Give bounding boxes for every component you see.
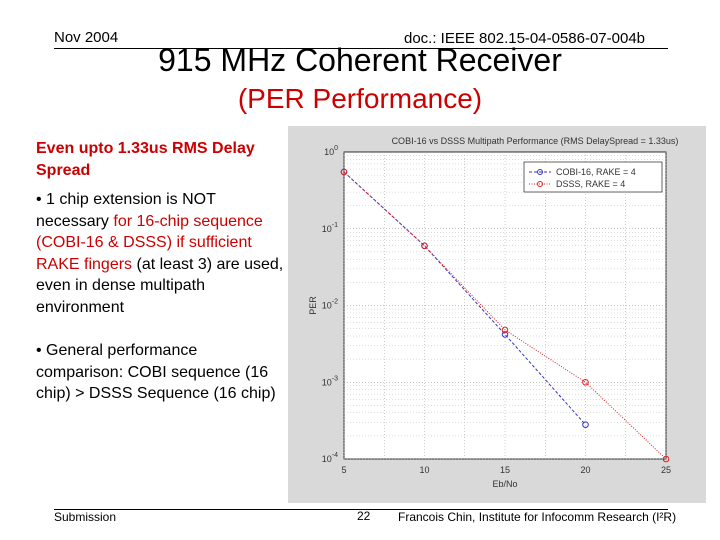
- slide-subtitle: (PER Performance): [237, 83, 483, 114]
- footer-submission: Submission: [54, 510, 117, 524]
- y-tick-label: 100: [324, 145, 338, 157]
- x-tick-label: 5: [341, 465, 346, 475]
- header-doc-id: doc.: IEEE 802.15-04-0586-07-004b: [404, 30, 646, 47]
- footer-author: Francois Chin, Institute for Infocomm Re…: [398, 510, 677, 524]
- data-point-cobi: [501, 331, 509, 338]
- data-point-dsss: [340, 168, 348, 176]
- y-tick-label: 10-1: [322, 222, 338, 234]
- bullet-rake-part-b: for 16-chip sequence (COBI-16 & DSSS): [36, 212, 263, 252]
- legend-label: DSSS, RAKE = 4: [556, 179, 625, 189]
- legend-swatch-marker: [537, 181, 543, 187]
- per-chart: 5 10 15 20 25 100 10-1 10-2 10-3 10-4 COBI-16 vs D…: [308, 136, 679, 489]
- x-tick-label: 20: [580, 465, 590, 475]
- data-point-dsss: [421, 242, 428, 250]
- data-point-dsss: [501, 326, 509, 334]
- data-point-cobi: [582, 421, 589, 428]
- footer-page-number: 22: [357, 509, 371, 523]
- x-tick-label: 15: [500, 465, 510, 475]
- bullet-rake-part-c: if sufficient RAKE fingers: [36, 234, 252, 273]
- bullet-rake: • 1 chip extension is NOT necessary for …: [36, 189, 286, 318]
- chart-title: COBI-16 vs DSSS Multipath Performance (R…: [392, 136, 679, 146]
- x-tick-label: 25: [661, 465, 671, 475]
- x-axis-label: Eb/No: [492, 479, 517, 489]
- bullet-text-block: Even upto 1.33us RMS Delay Spread • 1 ch…: [36, 138, 286, 427]
- series-line-dsss: [343, 171, 667, 460]
- data-point-dsss: [662, 455, 670, 463]
- bullet-rake-part-a: • 1 chip extension is NOT necessary: [36, 191, 216, 230]
- slide-title: 915 MHz Coherent Receiver: [158, 42, 562, 78]
- footer-divider: [54, 509, 668, 510]
- x-tick-label: 10: [419, 465, 429, 475]
- header-date: Nov 2004: [54, 29, 119, 46]
- legend-label: COBI-16, RAKE = 4: [556, 167, 636, 177]
- legend-box: [523, 161, 663, 193]
- legend-swatch-marker: [537, 169, 543, 175]
- y-axis-label: PER: [308, 296, 318, 315]
- bullet-rake-part-d: (at least 3) are used, even in dense mul…: [36, 255, 284, 316]
- header-divider: [54, 48, 668, 49]
- y-tick-label: 10-4: [322, 452, 338, 464]
- bullet-comparison: • General performance comparison: COBI s…: [36, 342, 276, 402]
- y-tick-label: 10-2: [322, 299, 338, 311]
- bullet-subhead: Even upto 1.33us RMS Delay Spread: [36, 140, 255, 179]
- data-point-dsss: [582, 378, 589, 386]
- y-tick-label: 10-3: [322, 375, 338, 387]
